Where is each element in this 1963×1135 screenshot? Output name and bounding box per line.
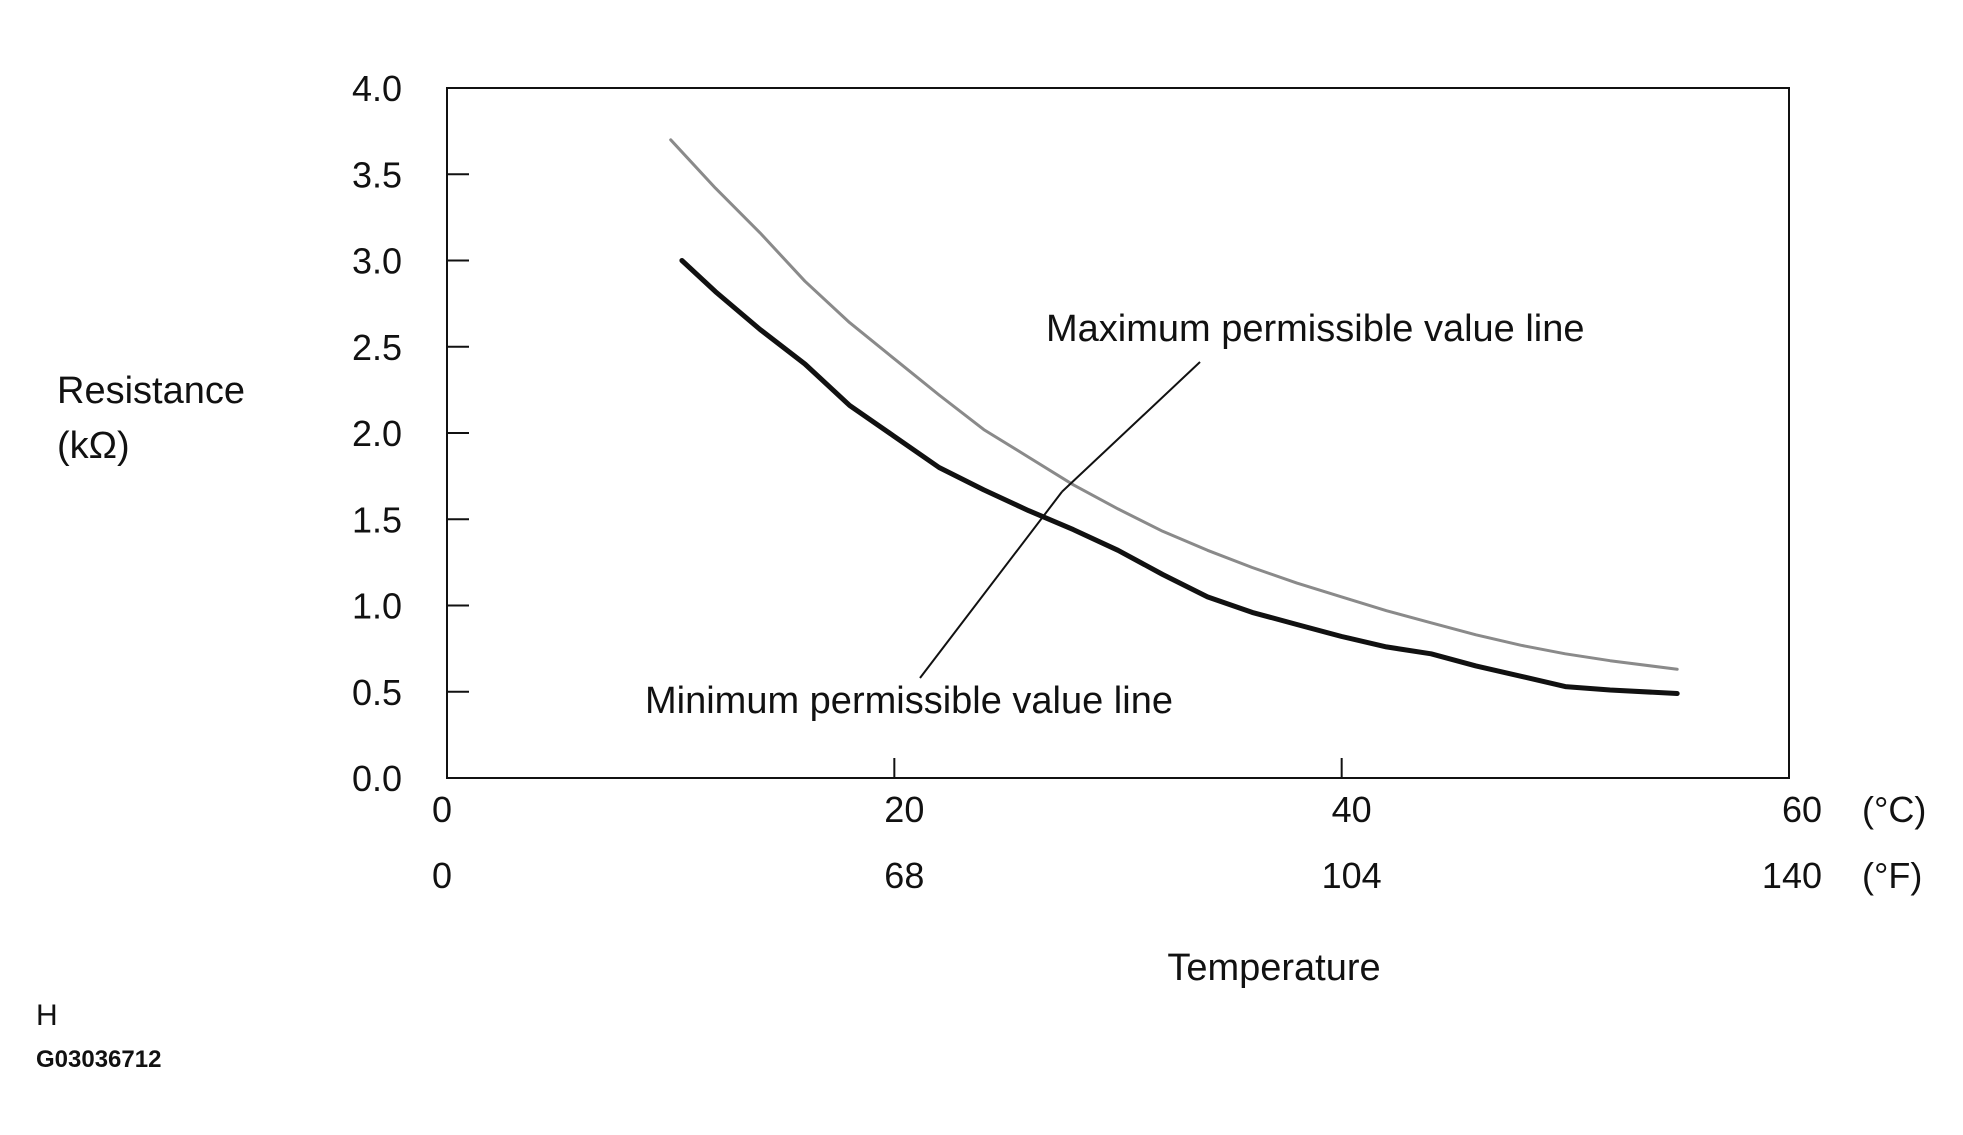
y-tick-label: 1.0	[352, 586, 402, 627]
y-axis-title-line-2: (kΩ)	[57, 425, 130, 467]
x-tick-label-celsius: 20	[884, 789, 924, 830]
y-tick-label: 3.5	[352, 154, 402, 195]
footer-mark: H	[36, 999, 58, 1032]
annotation-minimum-line: Minimum permissible value line	[645, 680, 1173, 722]
figure-code: G03036712	[36, 1046, 161, 1073]
x-axis-unit-celsius: (°C)	[1862, 789, 1926, 830]
y-axis-ticks: 0.0 0.5 1.0 1.5 2.0 2.5 3.0 3.5 4.0	[352, 68, 469, 799]
max-line-pointer	[1061, 361, 1201, 493]
annotation-maximum-line: Maximum permissible value line	[1046, 308, 1585, 350]
x-axis-title: Temperature	[1167, 947, 1380, 989]
x-tick-label-fahrenheit: 104	[1322, 855, 1382, 896]
y-tick-label: 4.0	[352, 68, 402, 109]
series-lines	[669, 138, 1680, 696]
x-axis-ticks: 0 0 20 68 40 104 60 140	[432, 758, 1822, 896]
plot-area-frame	[446, 87, 1790, 779]
y-tick-label: 0.0	[352, 758, 402, 799]
y-axis-title-line-1: Resistance	[57, 370, 245, 412]
x-tick-label-celsius: 0	[432, 789, 452, 830]
x-tick-label-celsius: 60	[1782, 789, 1822, 830]
y-tick-label: 3.0	[352, 241, 402, 282]
maximum-value-line	[669, 138, 1679, 671]
y-tick-label: 2.0	[352, 413, 402, 454]
x-tick-label-fahrenheit: 140	[1762, 855, 1822, 896]
x-axis-unit-fahrenheit: (°F)	[1862, 855, 1922, 896]
minimum-value-line	[679, 258, 1680, 696]
y-tick-label: 2.5	[352, 327, 402, 368]
x-tick-label-fahrenheit: 0	[432, 855, 452, 896]
y-tick-label: 0.5	[352, 672, 402, 713]
x-tick-label-celsius: 40	[1332, 789, 1372, 830]
x-tick-label-fahrenheit: 68	[884, 855, 924, 896]
y-tick-label: 1.5	[352, 499, 402, 540]
min-line-pointer	[919, 491, 1063, 679]
